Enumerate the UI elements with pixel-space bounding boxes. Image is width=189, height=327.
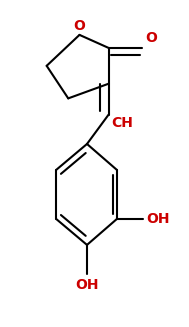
Text: OH: OH [75, 278, 99, 292]
Text: CH: CH [111, 116, 133, 130]
Text: O: O [74, 19, 85, 33]
Text: O: O [146, 31, 158, 45]
Text: OH: OH [146, 212, 170, 226]
